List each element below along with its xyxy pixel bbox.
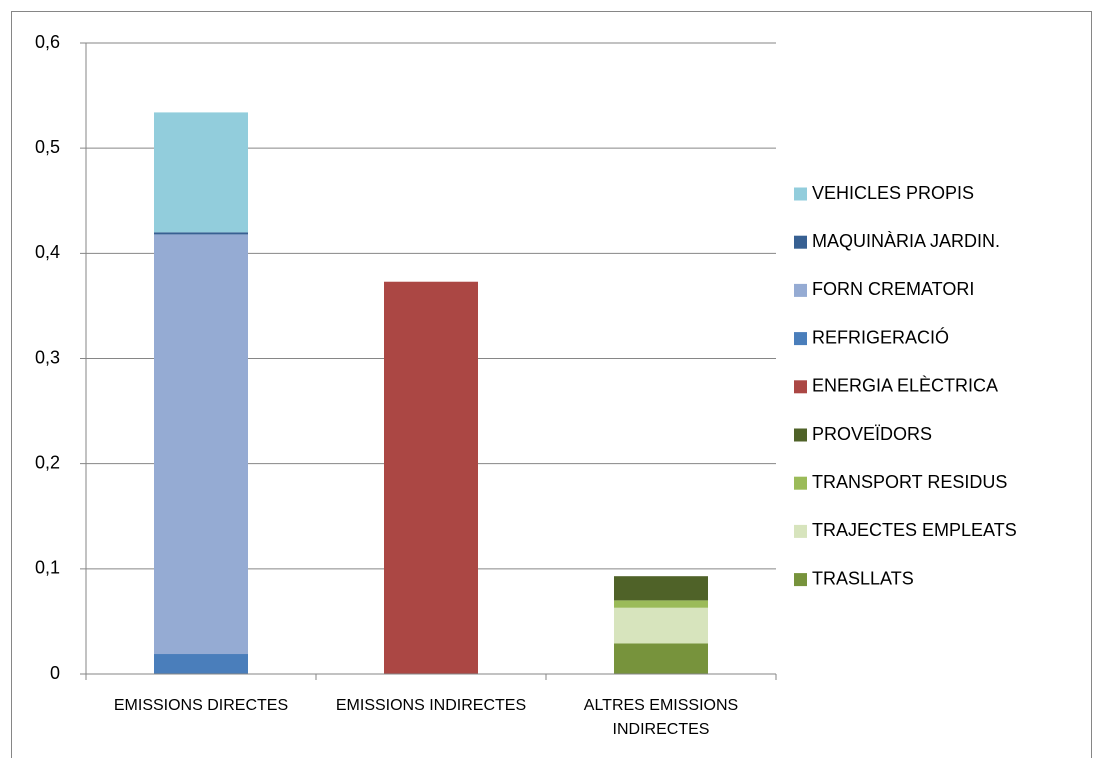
y-tick-label: 0,2 [35, 452, 60, 472]
legend-label: REFRIGERACIÓ [812, 326, 949, 347]
bar-segment [154, 234, 248, 655]
legend-swatch [794, 235, 807, 249]
legend-swatch [794, 476, 807, 490]
bar-segment [154, 112, 248, 233]
legend-label: TRASLLATS [812, 568, 914, 588]
legend-label: ENERGIA ELÈCTRICA [812, 376, 998, 396]
legend-swatch [794, 428, 807, 442]
x-tick-label: EMISSIONS DIRECTES [113, 697, 289, 714]
legend-label: TRANSPORT RESIDUS [812, 472, 1007, 492]
y-tick-label: 0,6 [35, 32, 60, 52]
x-tick-label: ALTRES EMISSIONS INDIRECTES [583, 697, 739, 738]
bar-segment [614, 607, 708, 644]
bar-segment [614, 576, 708, 601]
legend-label: TRAJECTES EMPLEATS [812, 520, 1017, 540]
bar-segment [154, 232, 248, 235]
legend-label: MAQUINÀRIA JARDIN. [812, 231, 1000, 251]
legend-label: VEHICLES PROPIS [812, 183, 974, 203]
legend-swatch [794, 524, 807, 538]
legend-swatch [794, 332, 807, 346]
y-tick-label: 0,1 [35, 558, 60, 578]
legend-label: PROVEÏDORS [812, 424, 932, 444]
y-tick-label: 0,3 [35, 347, 60, 367]
chart-border [11, 11, 1092, 758]
legend-swatch [794, 573, 807, 587]
bar-segment [614, 643, 708, 674]
y-tick-label: 0,4 [35, 242, 60, 262]
y-tick-label: 0 [50, 663, 60, 683]
y-tick-label: 0,5 [35, 137, 60, 157]
bar-segment [154, 654, 248, 674]
legend-swatch [794, 283, 807, 297]
legend-label: FORN CREMATORI [812, 279, 974, 299]
x-tick-label: EMISSIONS INDIRECTES [335, 697, 527, 714]
bar-segment [614, 600, 708, 608]
legend-swatch [794, 187, 807, 201]
bar-segment [384, 281, 478, 674]
legend-swatch [794, 380, 807, 394]
